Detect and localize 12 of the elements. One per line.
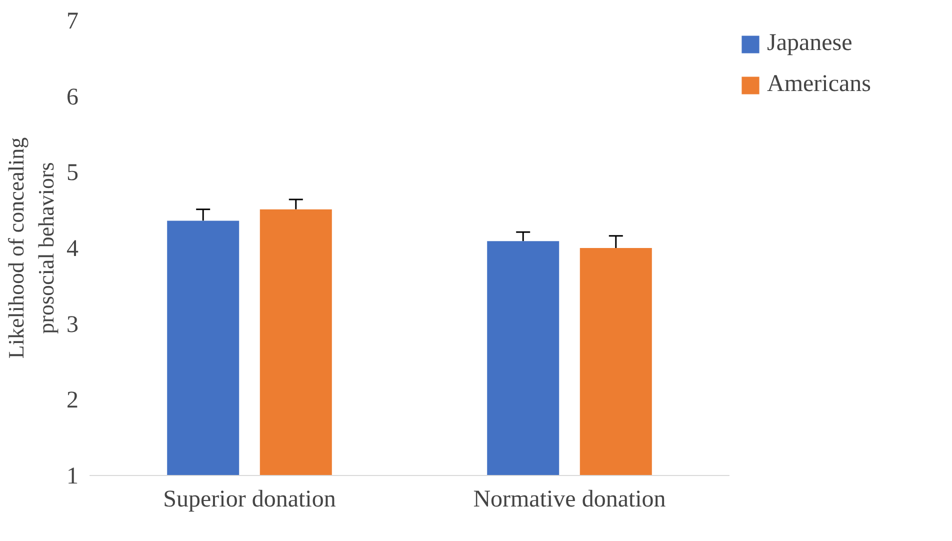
legend-label: Americans: [767, 71, 871, 98]
y-tick-label: 6: [66, 84, 78, 110]
y-tick-label: 3: [66, 312, 78, 338]
y-tick-label: 1: [66, 464, 78, 490]
y-tick-label: 4: [66, 236, 78, 262]
y-tick-label: 2: [66, 388, 78, 414]
legend-label: Japanese: [767, 30, 852, 57]
y-tick-label: 5: [66, 160, 78, 186]
y-tick-label: 7: [66, 8, 78, 34]
x-tick-label: Superior donation: [163, 486, 336, 512]
x-tick-label: Normative donation: [473, 486, 666, 512]
y-axis-title: Likelihood of concealing prosocial behaviors: [4, 137, 58, 359]
